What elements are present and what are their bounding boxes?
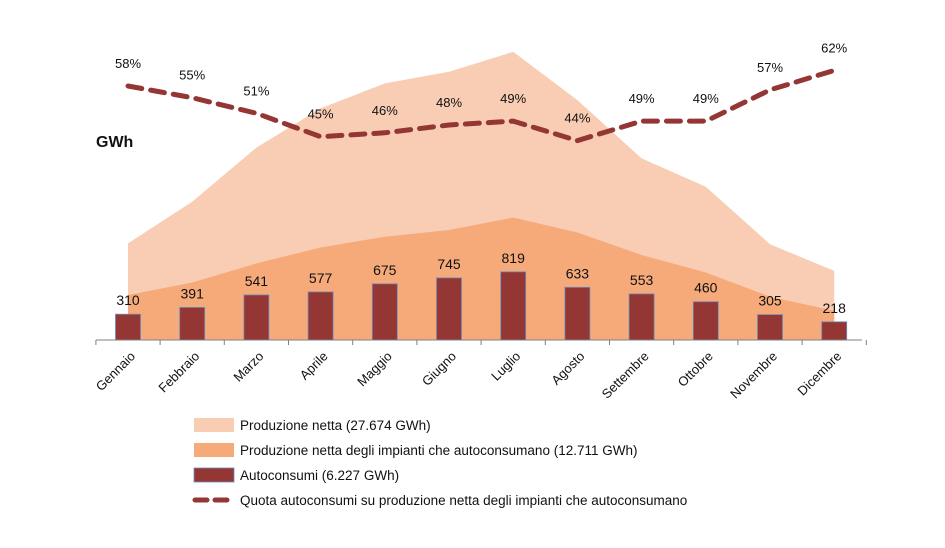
bar-luglio [500,271,527,341]
unit-label: GWh [96,134,133,151]
share-value-label: 45% [308,107,334,122]
share-value-label: 48% [436,95,462,110]
bar-value-label: 553 [630,272,654,288]
bar-value-label: 460 [694,280,718,296]
bar-agosto [564,286,591,341]
bar-febbraio [179,306,206,341]
bar-value-label: 633 [566,265,590,281]
month-label-novembre: Novembre [727,349,780,402]
month-label-gennaio: Gennaio [93,349,138,394]
share-value-label: 46% [372,103,398,118]
share-value-labels: 58% 55% 51% 45% 46% 48% 49% 44% 49% 49% 57% 62% [115,40,848,125]
share-value-label: 49% [500,91,526,106]
share-value-label: 44% [564,111,590,126]
legend-swatch-area [194,418,234,432]
bar-value-label: 745 [437,256,461,272]
legend: Produzione netta (27.674 GWh) Produzione … [192,418,687,508]
bar-marzo [243,294,270,341]
bar-aprile [307,291,334,341]
legend-label: Produzione netta degli impianti che auto… [240,443,638,458]
legend-swatch-area [194,443,234,457]
share-value-label: 51% [243,83,269,98]
share-value-label: 49% [693,91,719,106]
bar-ottobre [692,301,719,341]
bar-value-label: 218 [823,300,847,316]
bar-giugno [436,277,462,341]
month-label-ottobre: Ottobre [675,349,716,390]
bar-dicembre [821,321,848,341]
share-value-label: 58% [115,56,141,71]
bar-novembre [757,314,783,341]
bar-value-label: 541 [245,273,269,289]
bar-value-label: 577 [309,270,333,286]
month-labels: Gennaio Febbraio Marzo Aprile Maggio Giugno Lu… [93,349,845,402]
legend-label: Quota autoconsumi su produzione netta de… [240,493,687,508]
month-label-luglio: Luglio [488,349,523,384]
bar-gennaio [115,313,141,341]
bar-value-label: 675 [373,262,397,278]
share-line-layer [125,67,837,144]
area-layer [128,51,835,341]
bar-value-label: 819 [502,250,526,266]
share-value-label: 57% [757,60,783,75]
month-label-agosto: Agosto [548,349,587,388]
month-label-maggio: Maggio [354,349,395,390]
bar-value-label: 305 [758,293,782,309]
month-label-marzo: Marzo [230,349,266,385]
bar-value-labels: 310 391 541 577 675 745 819 633 553 460 305 218 [116,250,846,316]
share-value-label: 55% [179,68,205,83]
bar-layer [115,271,848,341]
share-value-label: 62% [821,40,847,55]
share-value-label: 49% [629,91,655,106]
month-label-settembre: Settembre [599,349,652,402]
legend-label: Autoconsumi (6.227 GWh) [240,468,399,483]
area-produzione-autoconsumo [128,217,835,340]
x-axis-ticks [95,340,867,345]
month-label-dicembre: Dicembre [794,349,844,399]
bar-value-label: 391 [181,285,205,301]
month-label-febbraio: Febbraio [155,349,202,396]
bar-maggio [371,283,398,341]
legend-label: Produzione netta (27.674 GWh) [240,418,431,433]
share-line [125,67,837,144]
month-label-aprile: Aprile [297,349,331,383]
bar-settembre [628,293,655,341]
month-label-giugno: Giugno [419,349,459,389]
legend-swatch-bar [193,467,235,483]
bar-value-label: 310 [116,292,140,308]
